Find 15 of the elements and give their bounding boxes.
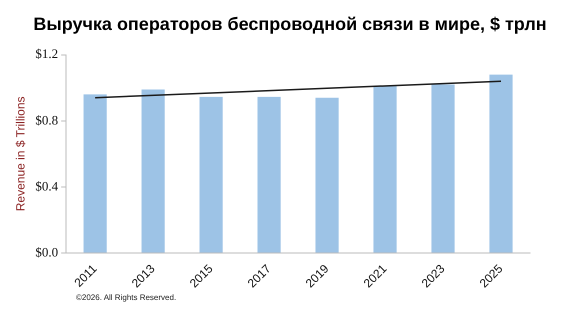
y-tick-label: $0.4 [35,178,59,194]
bar [257,96,281,252]
bar [489,74,513,252]
bar [84,94,107,252]
bar [315,98,339,252]
bar [373,86,397,252]
y-axis-title: Revenue in $ Trillions [14,96,28,212]
bar [200,96,223,252]
y-tick-label: $0.0 [35,244,58,260]
text: ©2026. All Rights Reserved. [76,293,176,302]
bar [431,84,455,252]
y-tick-label: $0.8 [35,112,58,128]
chart-title: Выручка операторов беспроводной связи в мире, $ трлн [32,14,548,36]
bar [142,89,165,252]
y-tick-label: $1.2 [35,46,58,62]
